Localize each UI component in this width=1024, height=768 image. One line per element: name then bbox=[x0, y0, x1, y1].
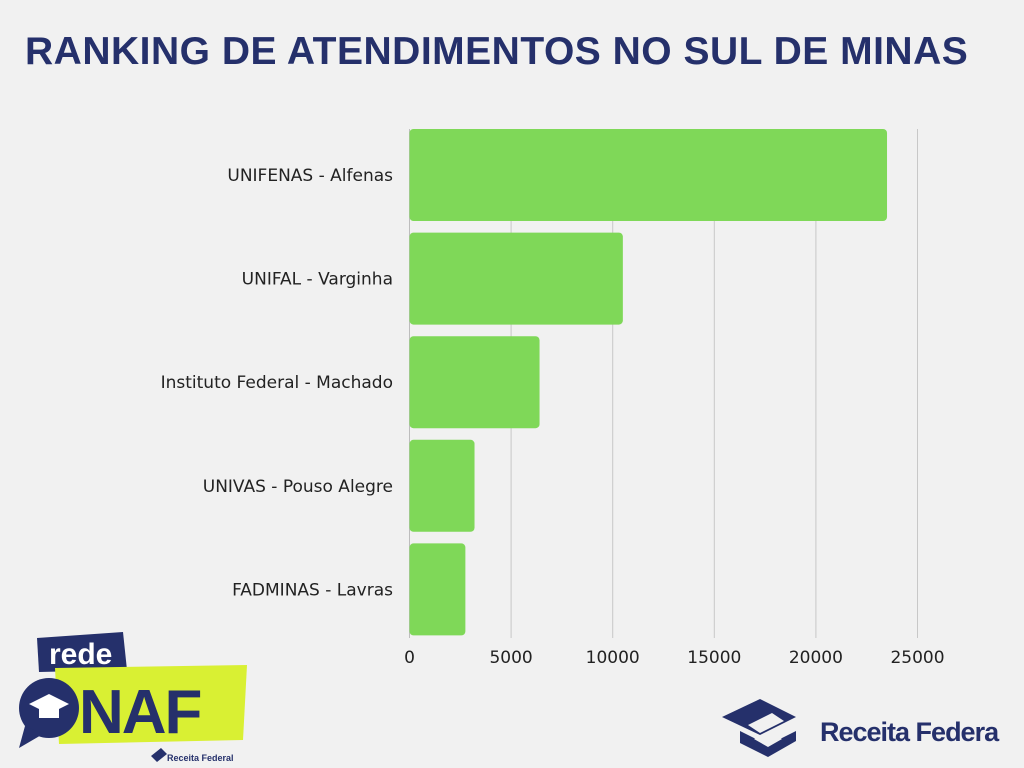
receita-federal-text: Receita Federal bbox=[820, 717, 1000, 747]
bar bbox=[409, 232, 623, 325]
category-label: Instituto Federal - Machado bbox=[161, 373, 393, 393]
bar bbox=[409, 129, 888, 221]
x-tick-label: 0 bbox=[404, 648, 415, 668]
chart-title: RANKING DE ATENDIMENTOS NO SUL DE MINAS bbox=[25, 30, 969, 73]
svg-text:NAF: NAF bbox=[79, 678, 201, 747]
x-tick-label: 15000 bbox=[687, 648, 741, 668]
category-label: UNIVAS - Pouso Alegre bbox=[203, 477, 393, 497]
x-tick-label: 20000 bbox=[789, 648, 843, 668]
receita-federal-logo: Receita Federal bbox=[722, 699, 1000, 757]
x-tick-label: 5000 bbox=[489, 648, 532, 668]
x-tick-label: 25000 bbox=[890, 648, 944, 668]
category-label: UNIFAL - Varginha bbox=[242, 270, 393, 290]
category-label: UNIFENAS - Alfenas bbox=[227, 166, 393, 186]
onaf-sub-text: Receita Federal bbox=[167, 753, 234, 763]
bar bbox=[409, 543, 466, 636]
bar bbox=[409, 439, 475, 532]
svg-text:rede: rede bbox=[49, 638, 112, 671]
category-label: FADMINAS - Lavras bbox=[232, 580, 393, 600]
rede-onaf-logo: rede NAF Receita Federal bbox=[19, 632, 247, 763]
x-tick-label: 10000 bbox=[586, 648, 640, 668]
bar bbox=[409, 336, 540, 429]
